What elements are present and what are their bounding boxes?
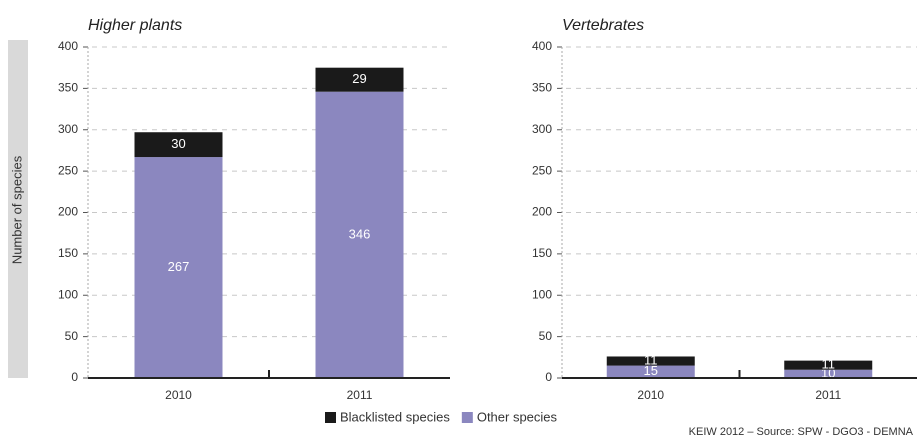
y-tick-label: 150 <box>58 246 78 260</box>
legend-swatch <box>325 412 336 423</box>
y-tick-label: 350 <box>532 81 552 95</box>
y-tick-label: 350 <box>58 81 78 95</box>
y-tick-label: 0 <box>71 370 78 384</box>
y-tick-label: 50 <box>65 329 79 343</box>
bar-segment <box>606 365 695 378</box>
y-tick-label: 100 <box>532 287 552 301</box>
bar-segment <box>134 132 223 158</box>
bar-segment <box>315 91 404 378</box>
legend-label: Other species <box>477 409 558 424</box>
data-label: 11 <box>644 352 658 367</box>
data-label: 346 <box>349 226 371 241</box>
y-tick-label: 250 <box>532 163 552 177</box>
x-tick-label: 2011 <box>815 388 841 402</box>
y-tick-label: 400 <box>58 39 78 53</box>
bar-segment <box>606 356 695 366</box>
bar-segment <box>315 67 404 92</box>
x-tick-label: 2010 <box>165 388 192 402</box>
data-label: 30 <box>171 136 185 151</box>
x-tick-label: 2010 <box>637 388 664 402</box>
chart-title: Vertebrates <box>562 17 644 34</box>
y-tick-label: 200 <box>58 205 78 219</box>
data-label: 29 <box>352 71 366 86</box>
legend-swatch <box>461 412 473 423</box>
bar-segment <box>134 157 223 378</box>
y-tick-label: 100 <box>58 287 78 301</box>
y-tick-label: 400 <box>532 39 552 53</box>
data-label: 11 <box>822 357 836 372</box>
y-tick-label: 150 <box>532 246 552 260</box>
y-label-box <box>8 40 28 378</box>
chart-title: Higher plants <box>88 17 182 34</box>
bar-segment <box>784 369 873 378</box>
y-axis-label: Number of species <box>9 155 24 264</box>
data-label: 267 <box>168 259 190 274</box>
data-label: 15 <box>644 363 658 378</box>
source: KEIW 2012 – Source: SPW - DGO3 - DEMNA <box>689 426 914 438</box>
x-tick-label: 2011 <box>347 388 373 402</box>
bar-segment <box>784 360 873 370</box>
y-tick-label: 50 <box>539 329 553 343</box>
y-tick-label: 200 <box>532 205 552 219</box>
y-tick-label: 300 <box>58 122 78 136</box>
y-tick-label: 300 <box>532 122 552 136</box>
y-tick-label: 0 <box>545 370 552 384</box>
legend-label: Blacklisted species <box>340 409 450 424</box>
y-tick-label: 250 <box>58 163 78 177</box>
